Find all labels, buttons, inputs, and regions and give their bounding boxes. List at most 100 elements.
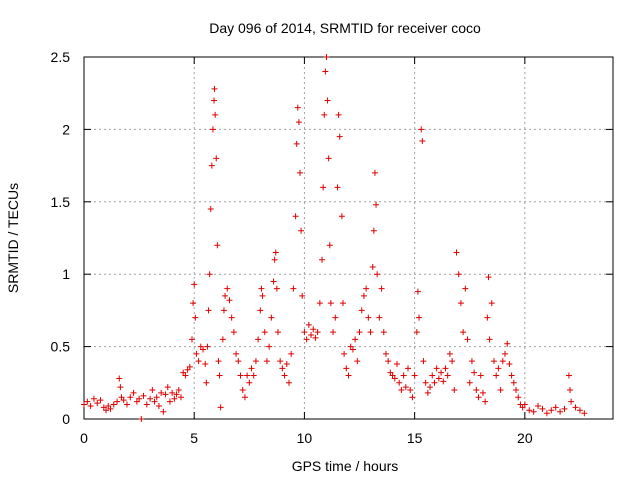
- data-point: [471, 369, 478, 376]
- data-point: [539, 405, 546, 412]
- data-point: [352, 336, 359, 343]
- data-point: [314, 329, 321, 336]
- data-point: [495, 365, 502, 372]
- data-point: [438, 369, 445, 376]
- data-point: [371, 169, 378, 176]
- data-point: [402, 384, 409, 391]
- data-point: [189, 336, 196, 343]
- data-point: [336, 133, 343, 140]
- data-point: [212, 111, 219, 118]
- data-point: [488, 300, 495, 307]
- y-tick-label: 1: [62, 266, 70, 282]
- data-point: [407, 387, 414, 394]
- data-point: [301, 329, 308, 336]
- data-point: [219, 336, 226, 343]
- data-point: [110, 401, 117, 408]
- data-point: [442, 365, 449, 372]
- data-point: [565, 372, 572, 379]
- data-point: [273, 285, 280, 292]
- data-point: [192, 314, 199, 321]
- data-point: [209, 126, 216, 133]
- data-point: [393, 360, 400, 367]
- data-point: [216, 372, 223, 379]
- data-point: [182, 372, 189, 379]
- data-point: [341, 350, 348, 357]
- data-point: [292, 213, 299, 220]
- data-point: [316, 300, 323, 307]
- data-point: [202, 360, 209, 367]
- data-point: [237, 372, 244, 379]
- data-point: [429, 372, 436, 379]
- data-point: [484, 314, 491, 321]
- data-point: [486, 336, 493, 343]
- data-point: [420, 358, 427, 365]
- data-point: [416, 314, 423, 321]
- data-point: [94, 400, 101, 407]
- data-point: [334, 184, 341, 191]
- data-point: [149, 387, 156, 394]
- data-point: [303, 336, 310, 343]
- data-point: [433, 365, 440, 372]
- data-point: [214, 242, 221, 249]
- data-point: [217, 404, 224, 411]
- data-point: [123, 401, 130, 408]
- data-point: [299, 292, 306, 299]
- data-point: [338, 213, 345, 220]
- data-point: [561, 405, 568, 412]
- data-point: [499, 358, 506, 365]
- data-point: [475, 394, 482, 401]
- data-point: [385, 358, 392, 365]
- data-point: [230, 329, 237, 336]
- data-point: [455, 271, 462, 278]
- x-tick-label: 10: [297, 430, 313, 446]
- data-point: [107, 405, 114, 412]
- data-point: [411, 372, 418, 379]
- data-point: [295, 119, 302, 126]
- axis-ticks: 0 5 10 15 20 0 0.5 1 1.5 2 2.5: [51, 49, 613, 446]
- data-point: [283, 360, 290, 367]
- data-point: [173, 391, 180, 398]
- data-point: [127, 394, 134, 401]
- data-point: [138, 416, 145, 422]
- data-point: [449, 358, 456, 365]
- data-point: [281, 372, 288, 379]
- data-point: [204, 343, 211, 350]
- data-point: [413, 329, 420, 336]
- data-point: [203, 379, 210, 386]
- data-point: [285, 379, 292, 386]
- data-point: [325, 155, 332, 162]
- data-point: [147, 395, 154, 402]
- data-point: [195, 358, 202, 365]
- data-point: [446, 350, 453, 357]
- data-point: [466, 379, 473, 386]
- data-point: [244, 372, 251, 379]
- data-point: [215, 358, 222, 365]
- data-point: [158, 389, 165, 396]
- data-point: [462, 285, 469, 292]
- data-point: [226, 297, 233, 304]
- data-point: [319, 256, 326, 263]
- data-point: [252, 358, 259, 365]
- data-point: [343, 365, 350, 372]
- data-point: [398, 387, 405, 394]
- data-point: [369, 263, 376, 270]
- data-point: [508, 372, 515, 379]
- data-point: [543, 410, 550, 417]
- x-tick-label: 5: [190, 430, 198, 446]
- data-point: [501, 350, 508, 357]
- data-point: [162, 391, 169, 398]
- data-point: [190, 300, 197, 307]
- data-point: [87, 402, 94, 409]
- data-point: [84, 398, 91, 405]
- data-point: [208, 162, 215, 169]
- data-point: [222, 292, 229, 299]
- data-point: [255, 336, 262, 343]
- data-point: [263, 358, 270, 365]
- data-point: [457, 300, 464, 307]
- data-point: [460, 329, 467, 336]
- data-point: [354, 358, 361, 365]
- data-point: [308, 332, 315, 339]
- data-point: [373, 201, 380, 208]
- data-point: [567, 387, 574, 394]
